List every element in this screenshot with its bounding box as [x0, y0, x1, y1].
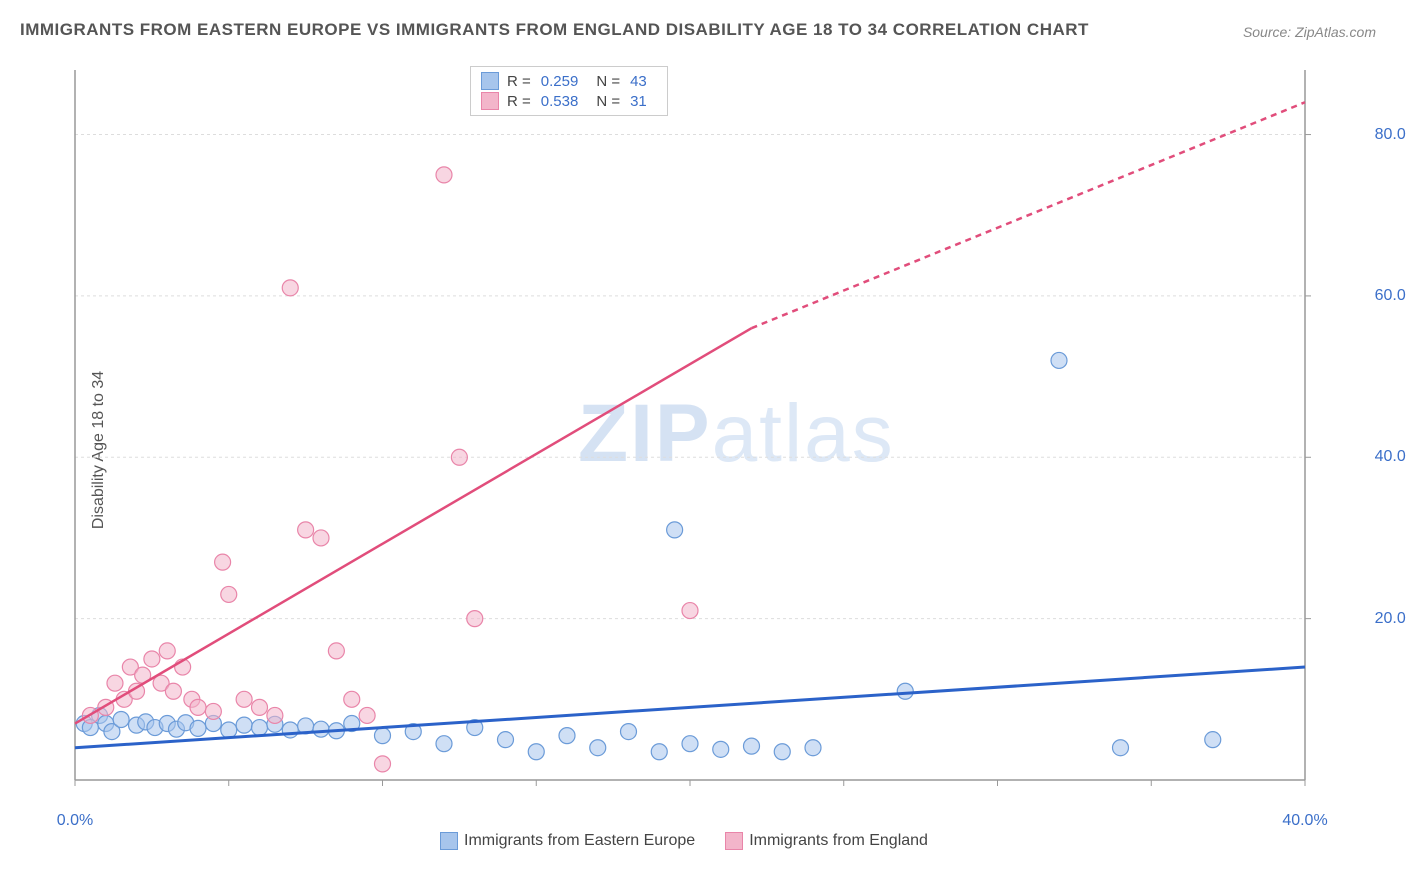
y-tick-label: 20.0%: [1375, 610, 1406, 628]
swatch-england: [725, 832, 743, 850]
r-value-england: 0.538: [541, 93, 579, 110]
legend-label-eastern-europe: Immigrants from Eastern Europe: [464, 832, 695, 850]
legend-item-england: Immigrants from England: [725, 832, 928, 850]
x-tick-label: 40.0%: [1282, 812, 1327, 830]
scatter-plot: [65, 60, 1365, 810]
r-label: R =: [507, 93, 531, 110]
chart-title: IMMIGRANTS FROM EASTERN EUROPE VS IMMIGR…: [20, 20, 1089, 40]
source-label: Source: ZipAtlas.com: [1243, 24, 1376, 40]
y-tick-label: 40.0%: [1375, 448, 1406, 466]
n-label: N =: [596, 73, 620, 90]
y-tick-label: 60.0%: [1375, 287, 1406, 305]
x-tick-label: 0.0%: [57, 812, 93, 830]
swatch-eastern-europe: [440, 832, 458, 850]
chart-container: Disability Age 18 to 34 ZIPatlas R = 0.2…: [50, 60, 1370, 840]
r-value-eastern-europe: 0.259: [541, 73, 579, 90]
legend-item-eastern-europe: Immigrants from Eastern Europe: [440, 832, 695, 850]
legend-label-england: Immigrants from England: [749, 832, 928, 850]
n-value-eastern-europe: 43: [630, 73, 647, 90]
series-legend: Immigrants from Eastern Europe Immigrant…: [440, 832, 928, 850]
y-tick-label: 80.0%: [1375, 126, 1406, 144]
correlation-legend: R = 0.259 N = 43 R = 0.538 N = 31: [470, 66, 668, 116]
swatch-eastern-europe: [481, 72, 499, 90]
n-label: N =: [596, 93, 620, 110]
legend-row-eastern-europe: R = 0.259 N = 43: [481, 71, 657, 91]
legend-row-england: R = 0.538 N = 31: [481, 91, 657, 111]
swatch-england: [481, 92, 499, 110]
n-value-england: 31: [630, 93, 647, 110]
r-label: R =: [507, 73, 531, 90]
